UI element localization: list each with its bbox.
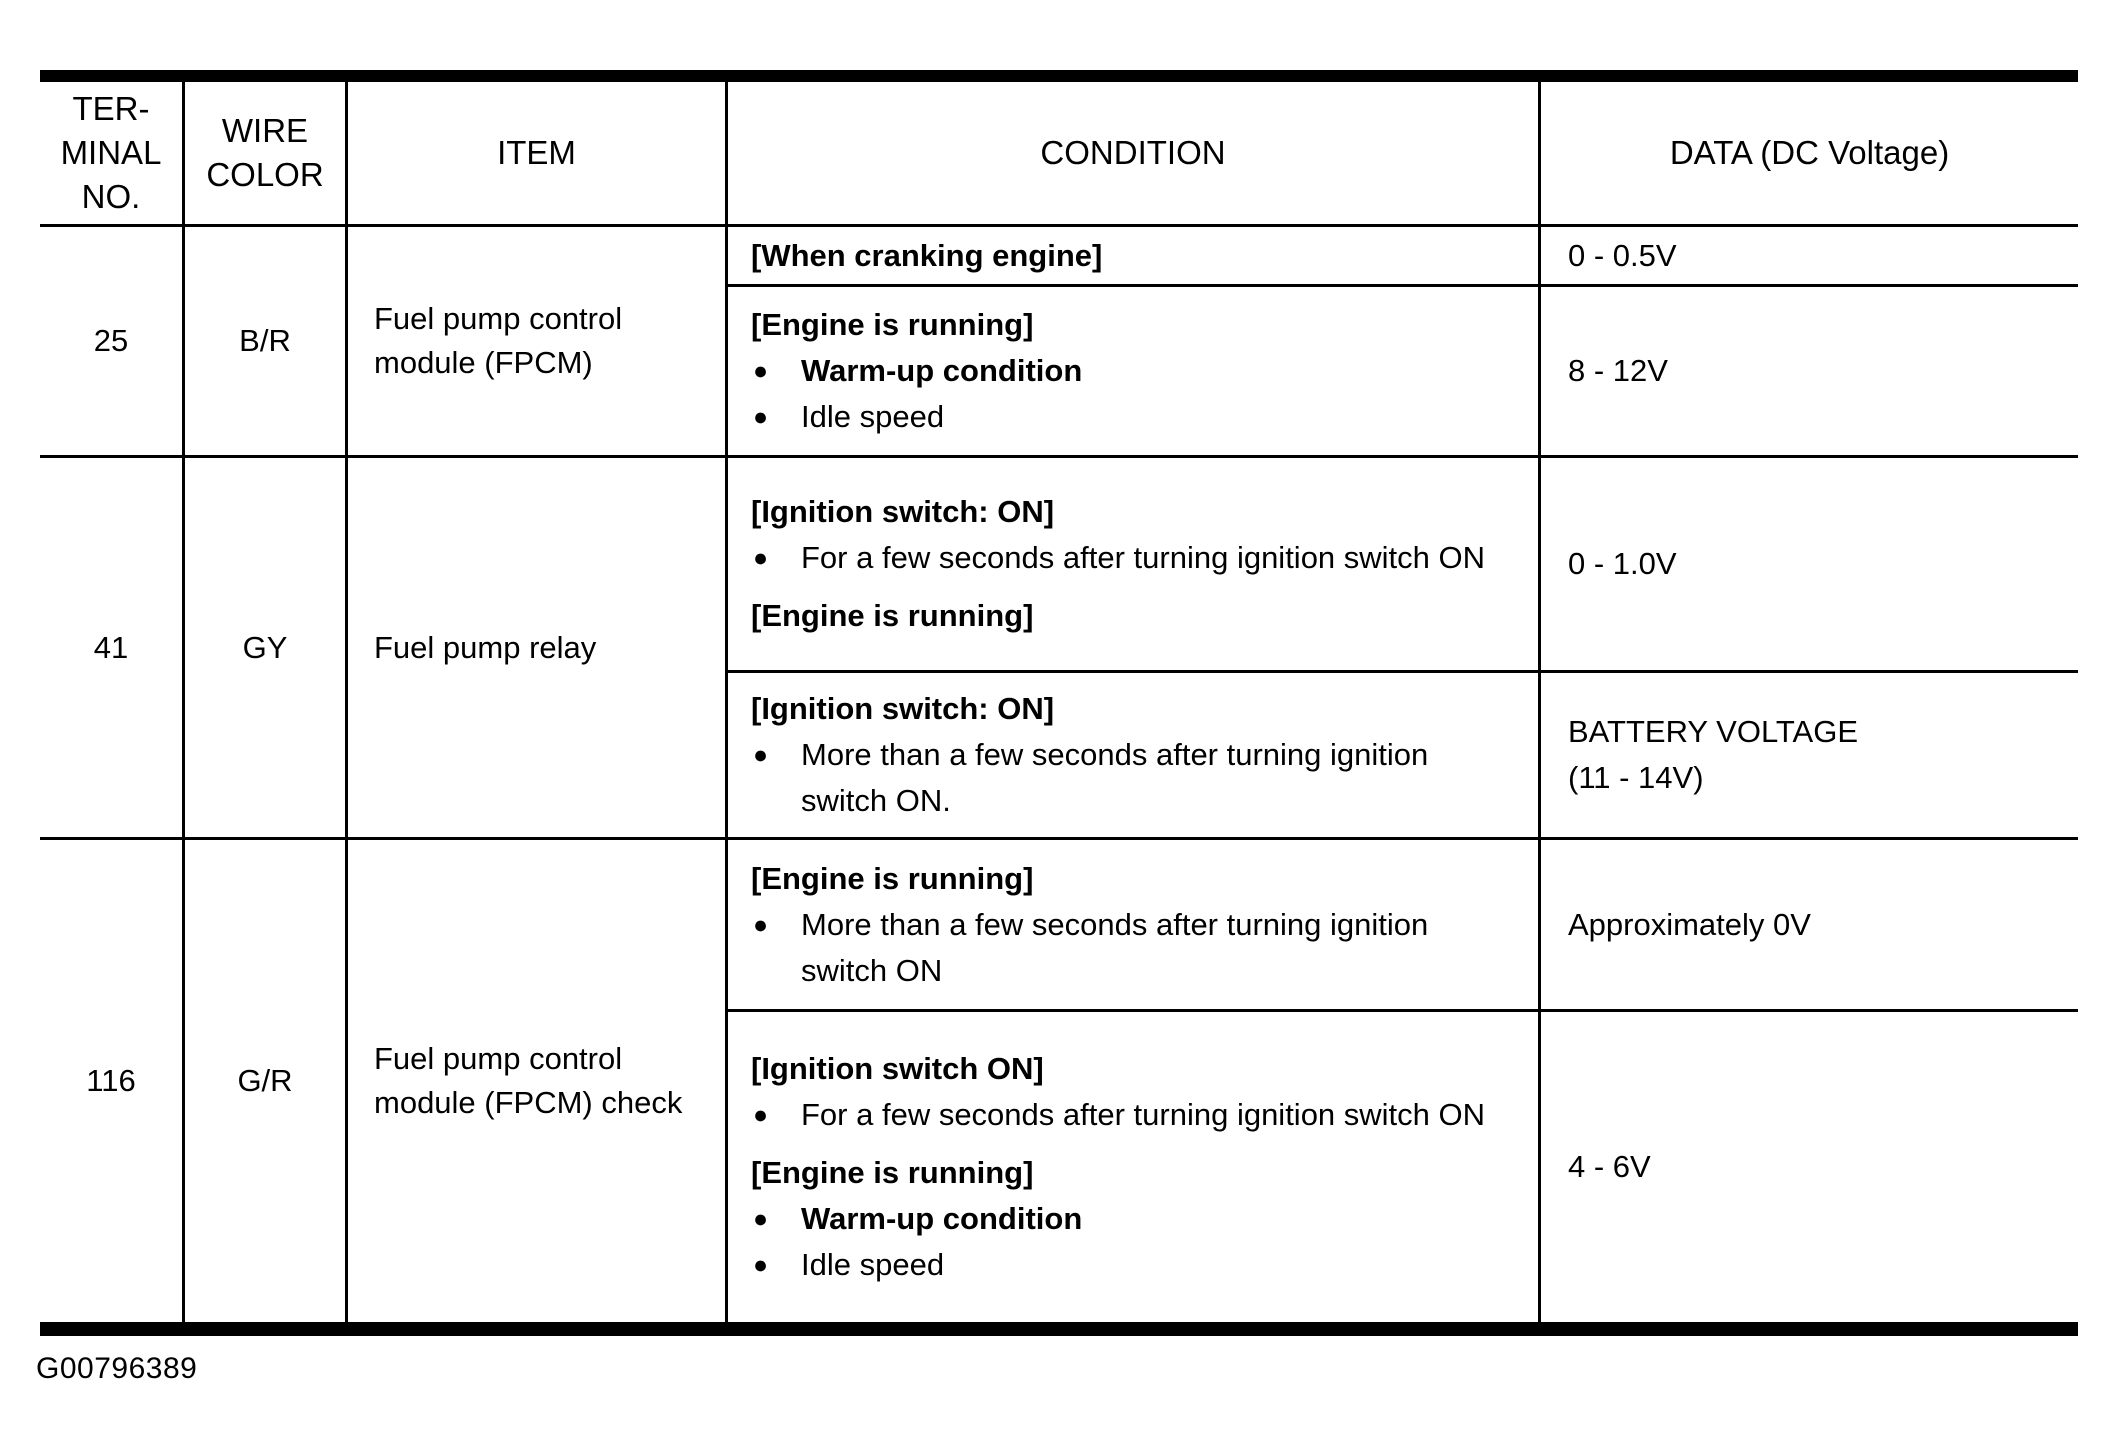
condition-state-line: [Engine is running] — [751, 307, 1034, 342]
item-cell: Fuel pump control module (FPCM) — [345, 227, 725, 458]
terminal-voltage-table: TER- MINAL NO. WIRE COLOR ITEM CONDITION… — [40, 70, 2078, 1336]
condition-cell: [Ignition switch ON] For a few seconds a… — [725, 1012, 1538, 1322]
item-cell: Fuel pump relay — [345, 458, 725, 840]
condition-state-line: [Engine is running] — [751, 1155, 1034, 1190]
condition-cell: [Ignition switch: ON] For a few seconds … — [725, 458, 1538, 673]
data-cell: 8 - 12V — [1538, 287, 2078, 458]
col-header-item: ITEM — [345, 82, 725, 227]
terminal-no-cell: 25 — [40, 227, 182, 458]
condition-state-line: [Engine is running] — [751, 860, 1034, 896]
col-header-condition: CONDITION — [725, 82, 1538, 227]
col-header-wire-color: WIRE COLOR — [182, 82, 345, 227]
condition-bullet-line: Warm-up condition — [751, 1196, 1512, 1242]
wire-color-cell: G/R — [182, 840, 345, 1322]
condition-bullet-line: More than a few seconds after turning ig… — [751, 732, 1512, 824]
condition-state-line: [When cranking engine] — [751, 237, 1103, 273]
figure-code: G00796389 — [36, 1352, 198, 1385]
item-cell: Fuel pump control module (FPCM) check — [345, 840, 725, 1322]
data-cell: 0 - 0.5V — [1538, 227, 2078, 287]
condition-bullet-line: For a few seconds after turning ignition… — [751, 1092, 1512, 1138]
wire-color-cell: GY — [182, 458, 345, 840]
condition-bullet-line: Idle speed — [751, 1242, 1512, 1288]
col-header-data: DATA (DC Voltage) — [1538, 82, 2078, 227]
condition-bullet-line: More than a few seconds after turning ig… — [751, 902, 1512, 994]
data-cell: 4 - 6V — [1538, 1012, 2078, 1322]
condition-cell: [Ignition switch: ON] More than a few se… — [725, 673, 1538, 840]
wire-color-cell: B/R — [182, 227, 345, 458]
col-header-terminal-no: TER- MINAL NO. — [40, 82, 182, 227]
terminal-no-cell: 116 — [86, 1063, 136, 1098]
condition-bullet-line: Warm-up condition — [751, 348, 1512, 394]
data-cell: 0 - 1.0V — [1538, 458, 2078, 673]
condition-bullet-line: Idle speed — [751, 394, 1512, 440]
condition-cell: [Engine is running] More than a few seco… — [725, 840, 1538, 1012]
data-cell: Approximately 0V — [1538, 840, 2078, 1012]
data-cell: BATTERY VOLTAGE (11 - 14V) — [1538, 673, 2078, 840]
condition-state-line: [Ignition switch: ON] — [751, 691, 1055, 726]
condition-state-line: [Engine is running] — [751, 598, 1034, 633]
condition-state-line: [Ignition switch: ON] — [751, 494, 1055, 529]
condition-state-line: [Ignition switch ON] — [751, 1051, 1044, 1086]
terminal-no-cell: 41 — [40, 458, 182, 840]
condition-cell: [Engine is running] Warm-up condition Id… — [725, 287, 1538, 458]
condition-cell: [When cranking engine] — [725, 227, 1538, 287]
condition-bullet-line: For a few seconds after turning ignition… — [751, 535, 1512, 581]
